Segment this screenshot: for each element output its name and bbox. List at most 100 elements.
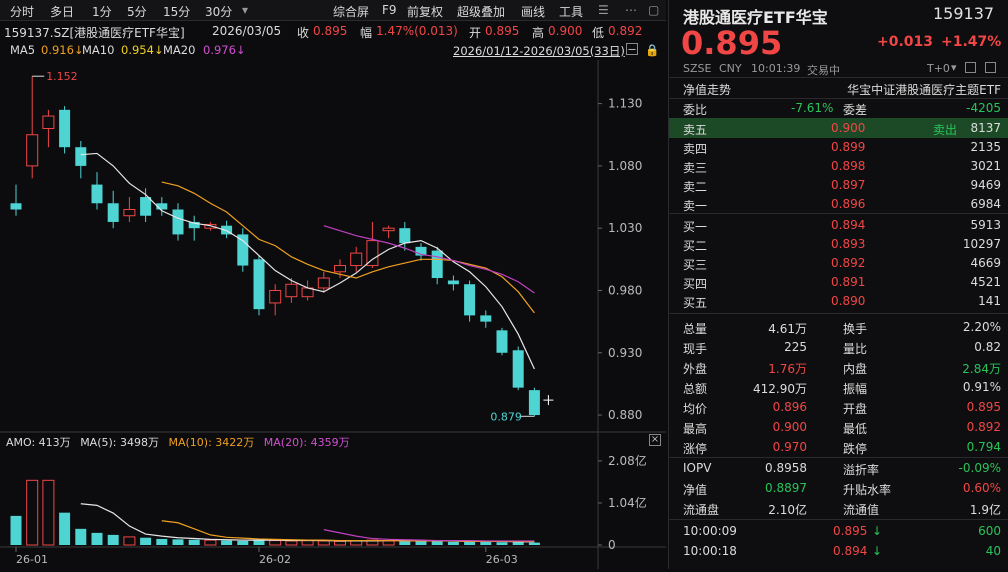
weicha-value: -4205 bbox=[966, 101, 1001, 115]
candle-body bbox=[464, 284, 476, 316]
candle-body bbox=[431, 250, 443, 279]
ask-row: 卖五 0.900 8137 卖出 bbox=[669, 118, 1008, 138]
stat-value: 0.794 bbox=[966, 440, 1001, 454]
fund-stat-value: 1.9亿 bbox=[969, 503, 1001, 517]
bid-volume: 141 bbox=[978, 294, 1001, 308]
stat-label: 内盘 bbox=[843, 362, 868, 376]
candle-body bbox=[10, 203, 22, 210]
tick-arrow: ↓ bbox=[872, 524, 883, 538]
stat-row: 总额 412.90万 振幅 0.91% bbox=[669, 377, 1008, 397]
chart-canvas[interactable]: 1.130 1.080 1.030 0.980 0.930 0.880 2.08亿 1.04亿… bbox=[0, 60, 666, 569]
tick-volume: 600 bbox=[978, 524, 1001, 538]
stat-value: 225 bbox=[784, 340, 807, 354]
ask-price: 0.898 bbox=[831, 159, 866, 173]
period-tab-multiday[interactable]: 多日 bbox=[50, 5, 75, 19]
menu-icon[interactable]: ☰ bbox=[598, 3, 609, 17]
adjust-button[interactable]: 前复权 bbox=[407, 5, 444, 19]
ma5-line bbox=[80, 152, 535, 370]
ask-row: 卖四 0.899 2135 bbox=[669, 137, 1008, 157]
ask-volume: 2135 bbox=[970, 140, 1001, 154]
stat-label: 振幅 bbox=[843, 382, 868, 396]
price-tick-label: 1.030 bbox=[608, 221, 642, 235]
volume-bar bbox=[107, 534, 119, 545]
close-value: 0.895 bbox=[313, 24, 348, 38]
low-label: 低 bbox=[592, 26, 605, 40]
volume-bar bbox=[172, 539, 184, 545]
change-value: 1.47%(0.013) bbox=[376, 24, 458, 38]
currency-label: CNY bbox=[719, 62, 742, 75]
more-icon[interactable]: ⋯ bbox=[625, 3, 637, 17]
volume-bar bbox=[204, 539, 217, 546]
period-tab-fenshi[interactable]: 分时 bbox=[10, 5, 35, 19]
t0-dropdown-icon[interactable]: ▾ bbox=[951, 61, 957, 74]
fund-stat-label: 净值 bbox=[683, 483, 708, 497]
period-tab-5min[interactable]: 5分 bbox=[127, 5, 147, 19]
composite-screen-button[interactable]: 综合屏 bbox=[333, 5, 370, 19]
lock-icon[interactable]: 🔒 bbox=[645, 43, 660, 57]
volume-bar bbox=[156, 538, 168, 545]
period-tab-30min[interactable]: 30分 bbox=[205, 5, 233, 19]
collapse-icon[interactable]: − bbox=[626, 42, 638, 56]
ma5-value: 0.916↓ bbox=[41, 43, 84, 57]
more-periods-icon[interactable]: ▾ bbox=[242, 3, 249, 17]
bid-row: 买三 0.892 4669 bbox=[669, 253, 1008, 273]
ask-volume: 8137 bbox=[970, 121, 1001, 135]
tools-button[interactable]: 工具 bbox=[559, 5, 584, 19]
volume-bar bbox=[496, 542, 508, 545]
lock-icon[interactable]: ▢ bbox=[648, 3, 660, 17]
close-label: 收 bbox=[297, 26, 310, 40]
stat-label: 跌停 bbox=[843, 442, 868, 456]
stat-value: 0.892 bbox=[966, 420, 1001, 434]
volume-bar bbox=[140, 537, 152, 545]
kline-chart[interactable]: 1.130 1.080 1.030 0.980 0.930 0.880 2.08亿 1.04亿… bbox=[0, 60, 666, 569]
stat-value: 0.895 bbox=[966, 400, 1001, 414]
candle-body bbox=[447, 280, 459, 285]
volume-legend: AMO: 413万 MA(5): 3498万 MA(10): 3422万 MA(… bbox=[6, 434, 350, 450]
bid-label: 买五 bbox=[683, 296, 708, 310]
ask-price: 0.897 bbox=[831, 178, 866, 192]
ma10-label: MA10 bbox=[82, 43, 115, 57]
ask-label: 卖一 bbox=[683, 199, 708, 213]
stat-label: 最低 bbox=[843, 422, 868, 436]
candle-body bbox=[156, 203, 168, 210]
period-tab-1min[interactable]: 1分 bbox=[92, 5, 112, 19]
volume-bar bbox=[480, 541, 492, 545]
market-label: SZSE bbox=[683, 62, 712, 75]
volume-tick-label: 0 bbox=[608, 538, 616, 552]
candle-body bbox=[399, 228, 411, 244]
candle-body bbox=[366, 240, 379, 267]
tick-price: 0.894 bbox=[833, 544, 868, 558]
weicha-label: 委差 bbox=[843, 103, 868, 117]
volume-bar bbox=[301, 540, 314, 546]
price-tick-label: 0.930 bbox=[608, 346, 642, 360]
price-tick-label: 1.130 bbox=[608, 97, 642, 111]
high-annotation-label: 1.152 bbox=[46, 70, 77, 83]
volume-bar bbox=[415, 541, 427, 545]
stat-label: 最高 bbox=[683, 422, 708, 436]
volume-bar bbox=[431, 540, 443, 545]
low-annotation-label: 0.879 bbox=[490, 410, 522, 423]
volume-collapse-icon[interactable]: × bbox=[649, 434, 661, 446]
nav-trend-row[interactable]: 净值走势 华宝中证港股通医疗主题ETF bbox=[669, 78, 1008, 98]
fund-stat-value: 0.8958 bbox=[765, 461, 807, 475]
stat-label: 现手 bbox=[683, 342, 708, 356]
low-value: 0.892 bbox=[608, 24, 643, 38]
settings-icon[interactable] bbox=[985, 62, 996, 73]
volume-bar bbox=[221, 540, 233, 545]
date-range[interactable]: 2026/01/12-2026/03/05(33日) bbox=[453, 44, 625, 58]
period-tab-15min[interactable]: 15分 bbox=[163, 5, 191, 19]
overlay-button[interactable]: 超级叠加 bbox=[457, 5, 506, 19]
high-value: 0.900 bbox=[548, 24, 583, 38]
candle-body bbox=[107, 203, 119, 222]
bid-price: 0.891 bbox=[831, 275, 866, 289]
bid-row: 买二 0.893 10297 bbox=[669, 234, 1008, 254]
draw-line-button[interactable]: 画线 bbox=[521, 5, 546, 19]
ask-row: 卖一 0.896 6984 bbox=[669, 194, 1008, 214]
f9-button[interactable]: F9 bbox=[382, 3, 397, 17]
fund-stat-value: 2.10亿 bbox=[768, 503, 807, 517]
fund-stat-label: 流通盘 bbox=[683, 503, 720, 517]
checkbox-icon[interactable] bbox=[965, 62, 976, 73]
volume-bar bbox=[285, 540, 298, 546]
candle-body bbox=[59, 109, 71, 148]
candle-body bbox=[237, 234, 249, 266]
